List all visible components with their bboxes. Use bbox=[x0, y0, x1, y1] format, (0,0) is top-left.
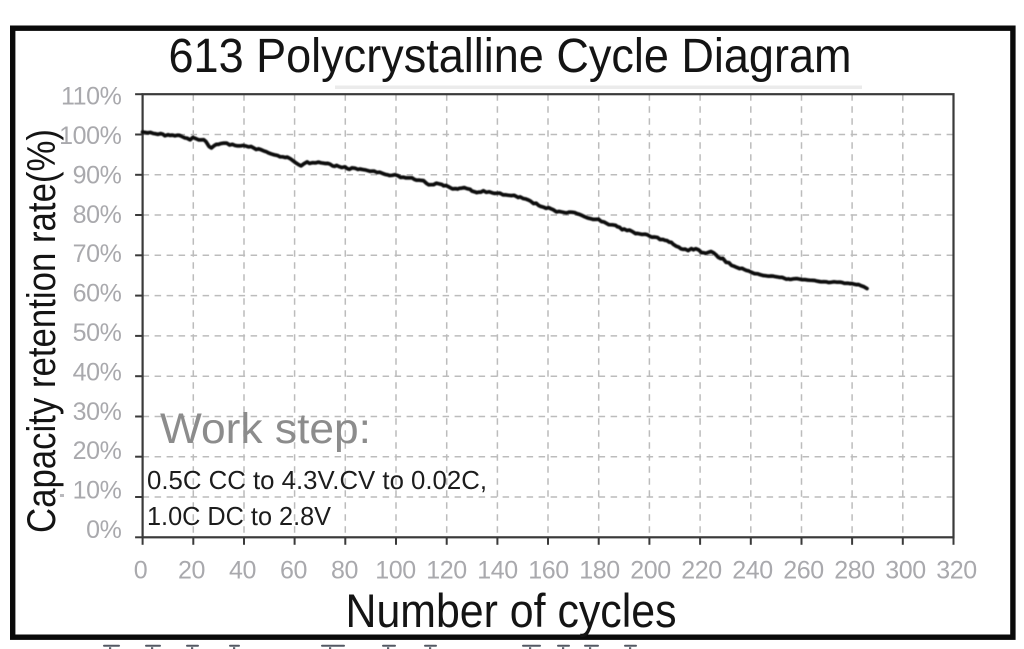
svg-text:220: 220 bbox=[681, 557, 722, 585]
svg-text:110%: 110% bbox=[61, 83, 122, 111]
svg-text:260: 260 bbox=[783, 557, 824, 585]
svg-text:Capacity retention rate(%): Capacity retention rate(%) bbox=[20, 129, 64, 533]
svg-text:180: 180 bbox=[579, 557, 620, 585]
svg-text:60: 60 bbox=[280, 557, 307, 585]
svg-text:80%: 80% bbox=[73, 201, 122, 229]
svg-text:300: 300 bbox=[885, 557, 926, 585]
svg-text:0.5C CC to 4.3V.CV to 0.02C,: 0.5C CC to 4.3V.CV to 0.02C, bbox=[147, 465, 487, 495]
svg-text:20%: 20% bbox=[73, 437, 122, 465]
svg-text:280: 280 bbox=[834, 557, 875, 585]
svg-text:40: 40 bbox=[229, 557, 256, 585]
svg-text:200: 200 bbox=[630, 557, 671, 585]
svg-text:1.0C DC to 2.8V: 1.0C DC to 2.8V bbox=[147, 501, 332, 531]
svg-text:120: 120 bbox=[426, 557, 467, 585]
svg-text:90%: 90% bbox=[73, 161, 122, 189]
svg-text:0: 0 bbox=[134, 557, 148, 585]
svg-text:320: 320 bbox=[936, 557, 977, 585]
svg-text:100: 100 bbox=[375, 557, 416, 585]
svg-text:50%: 50% bbox=[73, 319, 122, 347]
svg-text:30%: 30% bbox=[73, 398, 122, 426]
svg-text:Work step:: Work step: bbox=[160, 405, 371, 453]
svg-text:70%: 70% bbox=[73, 240, 122, 268]
svg-text:0%: 0% bbox=[86, 516, 122, 544]
svg-text:100%: 100% bbox=[59, 122, 122, 150]
svg-text:160: 160 bbox=[528, 557, 569, 585]
svg-text:80: 80 bbox=[331, 557, 358, 585]
svg-text:Number of cycles: Number of cycles bbox=[346, 584, 677, 637]
svg-text:240: 240 bbox=[732, 557, 773, 585]
svg-text:40%: 40% bbox=[73, 358, 122, 386]
svg-text:10%: 10% bbox=[73, 477, 122, 505]
svg-text:613 Polycrystalline Cycle Diag: 613 Polycrystalline Cycle Diagram bbox=[169, 30, 852, 83]
svg-text:60%: 60% bbox=[73, 280, 122, 308]
svg-text:140: 140 bbox=[477, 557, 518, 585]
svg-text:20: 20 bbox=[178, 557, 205, 585]
